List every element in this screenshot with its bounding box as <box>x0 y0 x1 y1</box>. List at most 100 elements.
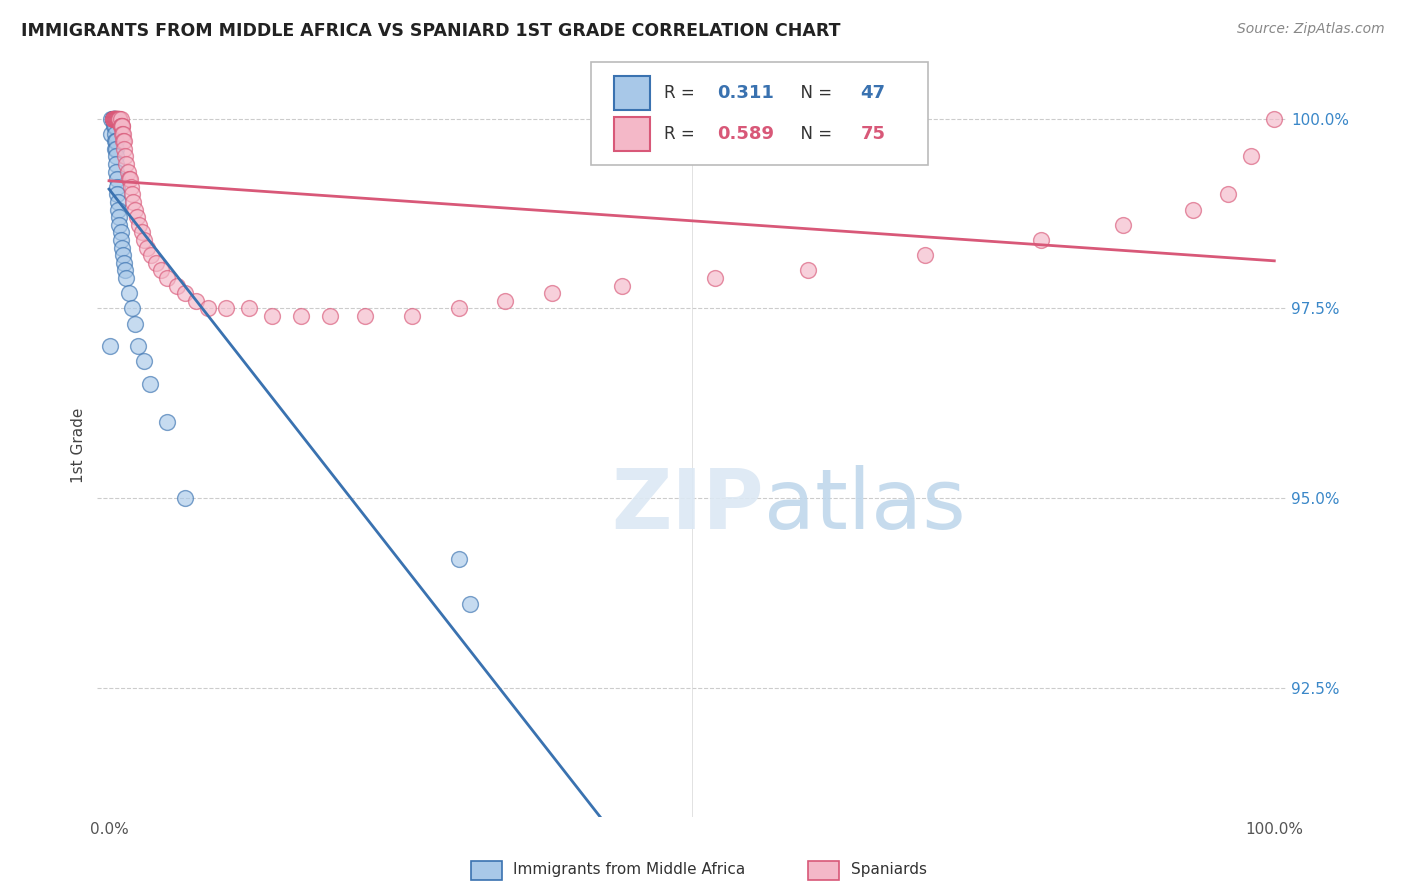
Point <box>238 301 260 316</box>
Point <box>105 112 128 126</box>
Point <box>111 134 134 148</box>
Point <box>115 271 138 285</box>
Point <box>186 293 208 308</box>
Point <box>704 271 727 285</box>
Point <box>120 179 142 194</box>
Point <box>104 134 127 148</box>
Point <box>494 293 516 308</box>
Point <box>166 278 188 293</box>
Point <box>145 256 167 270</box>
Point <box>127 339 149 353</box>
Point <box>105 179 128 194</box>
Point <box>103 119 125 133</box>
Point <box>117 164 139 178</box>
Point <box>447 552 470 566</box>
Point <box>110 112 132 126</box>
Point <box>125 211 148 225</box>
Point <box>104 112 127 126</box>
Point <box>118 172 141 186</box>
Point <box>132 354 155 368</box>
Point <box>104 112 127 126</box>
Point <box>105 149 128 163</box>
Point <box>100 127 122 141</box>
Point <box>101 112 124 126</box>
Point <box>108 211 131 225</box>
Point <box>103 112 125 126</box>
Point <box>1112 218 1135 232</box>
Point <box>139 248 162 262</box>
Point <box>104 112 127 126</box>
Text: IMMIGRANTS FROM MIDDLE AFRICA VS SPANIARD 1ST GRADE CORRELATION CHART: IMMIGRANTS FROM MIDDLE AFRICA VS SPANIAR… <box>21 22 841 40</box>
Point <box>262 309 284 323</box>
Point <box>112 142 135 156</box>
Point <box>122 195 145 210</box>
Point <box>112 134 135 148</box>
Point <box>112 256 135 270</box>
Text: ZIP: ZIP <box>612 465 765 546</box>
Y-axis label: 1st Grade: 1st Grade <box>72 408 86 483</box>
Text: R =: R = <box>664 84 700 102</box>
Point <box>173 491 195 505</box>
Text: N =: N = <box>790 84 838 102</box>
Point <box>131 226 153 240</box>
Point <box>105 112 128 126</box>
Text: 0.311: 0.311 <box>717 84 773 102</box>
Point <box>121 301 143 316</box>
Point <box>1181 202 1204 217</box>
Point <box>107 112 129 126</box>
Point <box>104 127 127 141</box>
Point <box>101 112 124 126</box>
Point <box>319 309 342 323</box>
Point <box>103 112 125 126</box>
Point <box>110 233 132 247</box>
Point <box>150 263 173 277</box>
Point <box>458 598 481 612</box>
Point <box>111 241 134 255</box>
Point <box>103 112 125 126</box>
Point <box>114 149 136 163</box>
Text: atlas: atlas <box>765 465 966 546</box>
Point <box>105 112 128 126</box>
Point <box>105 112 128 126</box>
Point <box>105 187 128 202</box>
Point <box>105 112 128 126</box>
Point <box>101 112 124 126</box>
Point <box>100 112 122 126</box>
Point <box>610 278 633 293</box>
Point <box>105 157 128 171</box>
Point <box>540 286 562 301</box>
Point <box>107 195 129 210</box>
Point <box>1031 233 1053 247</box>
Point <box>173 286 195 301</box>
Point <box>214 301 236 316</box>
Point <box>290 309 312 323</box>
Point <box>104 112 127 126</box>
Point <box>104 119 127 133</box>
Point <box>105 112 128 126</box>
Point <box>401 309 423 323</box>
Point <box>111 119 134 133</box>
Point <box>110 119 132 133</box>
Point <box>101 112 124 126</box>
Text: R =: R = <box>664 126 700 144</box>
Point <box>115 157 138 171</box>
Point <box>118 286 141 301</box>
Point <box>139 377 162 392</box>
Point <box>98 339 121 353</box>
Point <box>105 134 128 148</box>
Point <box>118 172 141 186</box>
Point <box>103 112 125 126</box>
Point <box>156 271 179 285</box>
Point <box>447 301 470 316</box>
Point <box>108 218 131 232</box>
Point <box>108 112 131 126</box>
Point <box>121 187 143 202</box>
Point <box>1263 112 1285 126</box>
Point <box>128 218 150 232</box>
Point <box>914 248 936 262</box>
Point <box>110 119 132 133</box>
Point <box>110 226 132 240</box>
Text: 75: 75 <box>860 126 886 144</box>
Point <box>111 127 134 141</box>
Point <box>107 112 129 126</box>
